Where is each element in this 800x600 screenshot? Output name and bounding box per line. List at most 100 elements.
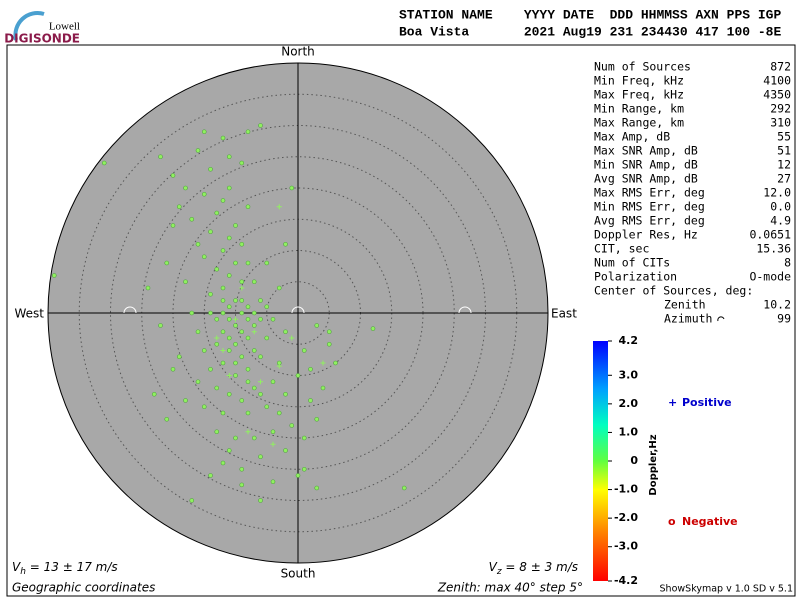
point-negative (214, 429, 220, 435)
stat-label: Min Freq, kHz (594, 74, 684, 88)
point-negative (226, 304, 232, 310)
point-negative (283, 241, 288, 247)
colorbar-tick-label: 3.0 (619, 368, 639, 381)
header-line: STATION NAME YYYY DATE DDD HHMMSS AXN PP… (399, 7, 781, 22)
stat-value: 0.0 (770, 200, 791, 214)
point-negative (251, 385, 257, 391)
stat-label: Max Amp, dB (594, 130, 670, 144)
point-negative (239, 482, 245, 488)
stat-label: Min SNR Amp, dB (594, 158, 698, 172)
point-positive (320, 360, 326, 366)
point-positive (226, 373, 232, 378)
header-line: Boa Vista 2021 Aug19 231 234430 417 100 … (399, 24, 781, 39)
point-negative (226, 235, 232, 241)
point-positive (289, 335, 295, 341)
legend-label: Negative (682, 515, 738, 528)
point-negative (264, 260, 270, 266)
point-negative (226, 316, 232, 322)
point-negative (170, 223, 176, 228)
stat-value: 12 (777, 158, 791, 172)
point-negative (239, 329, 245, 335)
logo-bottom: DIGISONDE (4, 32, 80, 46)
point-positive (258, 379, 263, 385)
point-negative (233, 373, 238, 378)
points (51, 123, 407, 503)
point-negative (239, 354, 245, 360)
point-negative (220, 310, 226, 316)
point-negative (176, 354, 182, 360)
point-negative (251, 310, 257, 316)
point-negative (258, 454, 263, 460)
point-negative (276, 285, 282, 291)
point-negative (201, 254, 207, 260)
stat-label: Avg RMS Err, deg (594, 214, 705, 228)
point-negative (233, 435, 238, 441)
point-negative (208, 229, 213, 235)
point-negative (170, 366, 176, 372)
stat-value: 51 (777, 144, 791, 158)
point-negative (189, 498, 195, 503)
stat-label: Avg SNR Amp, dB (594, 172, 698, 186)
point-negative (289, 185, 295, 191)
point-negative (201, 191, 207, 197)
point-negative (195, 148, 201, 153)
point-negative (245, 316, 251, 322)
point-positive (233, 316, 238, 322)
stat-value: O-mode (749, 270, 791, 284)
point-negative (239, 466, 245, 472)
point-negative (333, 360, 338, 366)
point-negative (245, 304, 251, 310)
point-negative (251, 323, 257, 328)
point-negative (220, 298, 226, 303)
point-negative (220, 460, 226, 466)
point-negative (258, 391, 263, 397)
point-positive (239, 285, 245, 291)
point-negative (245, 335, 251, 341)
stat-label: Num of Sources (594, 60, 691, 74)
point-positive (251, 329, 257, 335)
point-negative (270, 316, 276, 322)
logo-top: Lowell (49, 21, 80, 33)
point-negative (258, 354, 263, 360)
point-negative (220, 198, 226, 203)
legend: + Positive o Negative (668, 396, 738, 528)
point-negative (289, 423, 295, 428)
point-negative (301, 466, 307, 472)
stat-label: Num of CITs (594, 256, 670, 270)
point-negative (214, 341, 220, 347)
zenith-value: 10.2 (763, 298, 791, 312)
stat-label: Min RMS Err, deg (594, 200, 705, 214)
point-negative (301, 435, 307, 441)
logo-arc (13, 11, 45, 41)
point-negative (308, 366, 313, 372)
colorbar-tick-label: 1.0 (619, 425, 639, 438)
point-negative (314, 416, 320, 422)
legend-marker: + (668, 396, 677, 409)
point-negative (264, 404, 270, 410)
point-negative (258, 316, 263, 322)
colorbar-tick-label: 0 (630, 454, 638, 467)
dir-south: South (281, 567, 316, 581)
stat-value: 8 (784, 256, 791, 270)
point-negative (201, 348, 207, 353)
point-negative (220, 360, 226, 366)
point-negative (183, 279, 188, 285)
stats: Num of Sources 872 Min Freq, kHz 4100 Max Fr… (594, 60, 791, 284)
stat-label: Max SNR Amp, dB (594, 144, 698, 158)
zenith-label: Zenith (664, 298, 706, 312)
point-negative (251, 279, 257, 285)
vz: Vz = 8 ± 3 m/s (489, 560, 578, 577)
point-negative (314, 323, 320, 328)
point-negative (245, 410, 251, 416)
point-negative (226, 185, 232, 191)
point-negative (245, 204, 251, 210)
stat-value: 15.36 (756, 242, 791, 256)
stat-label: Doppler Res, Hz (594, 228, 698, 242)
point-negative (251, 435, 257, 441)
point-negative (158, 323, 163, 328)
point-negative (145, 285, 151, 291)
point-negative (308, 398, 313, 403)
azimuth-icon (717, 316, 725, 322)
point-negative (245, 366, 251, 372)
